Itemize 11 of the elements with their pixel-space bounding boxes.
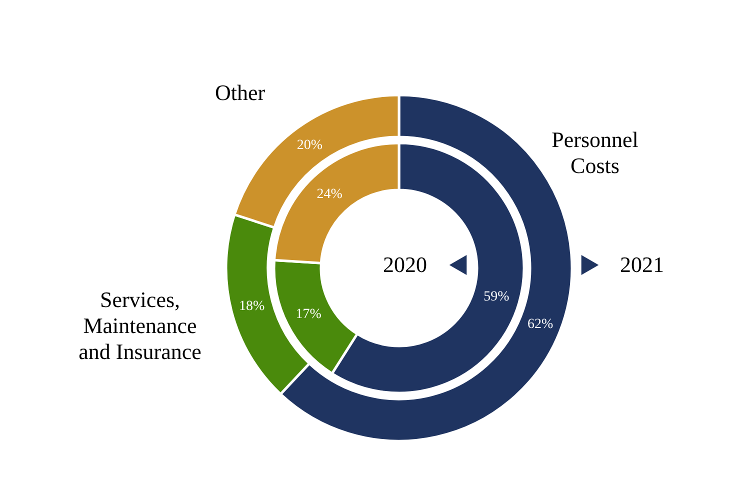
data-label: 20% xyxy=(296,138,323,154)
data-label: 17% xyxy=(296,307,322,322)
legend-label: 2021 xyxy=(620,252,664,277)
slice-label: Personnel Costs xyxy=(552,127,638,178)
data-label: 24% xyxy=(316,187,343,202)
data-label: 62% xyxy=(527,316,554,332)
slice-label: Services, Maintenance and Insurance xyxy=(78,287,202,364)
data-label: 59% xyxy=(484,289,510,304)
data-label: 18% xyxy=(238,298,265,314)
slice-label: 2020 xyxy=(383,252,427,277)
slice-label: Other xyxy=(214,80,266,105)
